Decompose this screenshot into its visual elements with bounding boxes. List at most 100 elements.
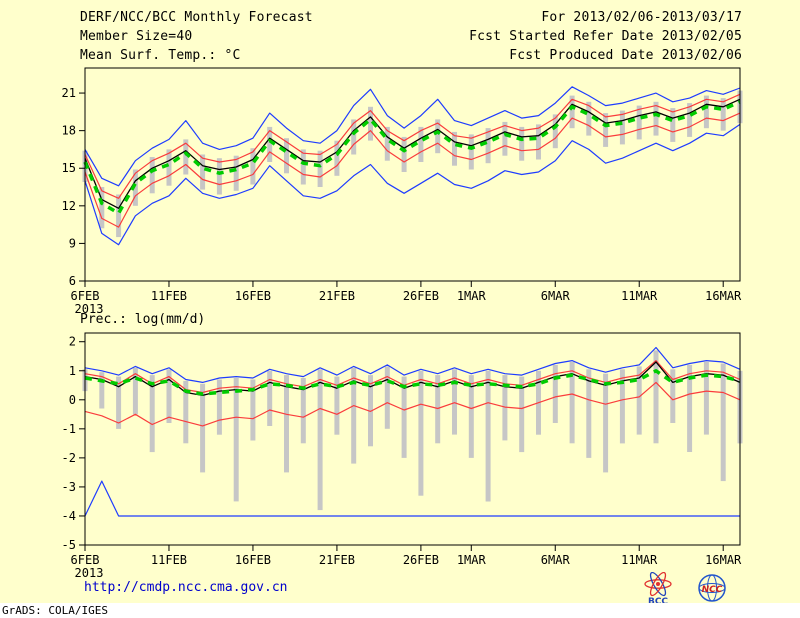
y-tick-label: -5 <box>62 538 76 552</box>
series-minus-sigma <box>84 381 741 427</box>
x-tick-label: 16MAR <box>705 289 742 303</box>
grads-attribution: GrADS: COLA/IGES <box>2 604 108 617</box>
series-plus-sigma <box>84 360 741 394</box>
y-tick-label: 6 <box>69 274 76 288</box>
y-tick-label: -4 <box>62 509 76 523</box>
spread-bar <box>250 379 256 441</box>
member-size-label: Member Size=40 <box>80 29 193 44</box>
x-tick-label: 11MAR <box>621 553 658 567</box>
bcc-nucleus-icon <box>656 582 660 586</box>
spread-bar <box>452 131 457 166</box>
bcc-orbit-icon <box>649 572 667 597</box>
x-tick-label: 16MAR <box>705 553 742 567</box>
spread-bar <box>368 106 373 141</box>
x-tick-label: 6FEB <box>71 289 100 303</box>
spread-bar <box>384 366 390 429</box>
bcc-logo: BCC <box>644 572 672 606</box>
ncc-globe-icon <box>707 574 717 602</box>
refer-date-label: Fcst Started Refer Date 2013/02/05 <box>469 29 742 44</box>
header-right: For 2013/02/06-2013/03/17 Fcst Started R… <box>469 8 742 65</box>
spread-bar <box>334 376 340 435</box>
bcc-orbit-icon <box>649 572 667 597</box>
spread-bar <box>267 370 273 426</box>
spread-bar <box>183 139 189 175</box>
spread-bar <box>435 119 441 154</box>
y-tick-label: 21 <box>62 86 76 100</box>
spread-bar <box>552 114 558 149</box>
spread-bar <box>636 366 642 435</box>
website-url[interactable]: http://cmdp.ncc.cma.gov.cn <box>84 580 288 595</box>
spread-bar <box>720 98 726 131</box>
ncc-logo-label: NCC <box>702 585 723 595</box>
spread-bar <box>619 369 625 444</box>
spread-bar <box>132 367 138 415</box>
series-ensemble-mean <box>84 98 741 209</box>
spread-bar <box>233 155 239 191</box>
x-tick-label: 11FEB <box>151 289 187 303</box>
spread-bar <box>653 350 659 444</box>
spread-bar <box>720 363 726 482</box>
spread-bar <box>569 95 575 129</box>
spread-bar <box>300 378 306 444</box>
spread-bar <box>636 105 642 140</box>
spread-bar <box>401 376 407 458</box>
spread-bar <box>586 101 592 136</box>
spread-bar <box>116 376 122 429</box>
spread-bar <box>536 124 541 160</box>
temp-frame <box>84 67 741 282</box>
spread-bar <box>216 158 222 195</box>
spread-bar <box>317 369 323 511</box>
x-tick-label: 11MAR <box>621 289 658 303</box>
series-ensemble-min <box>84 480 740 517</box>
spread-bar <box>418 370 424 496</box>
x-tick-label: 11FEB <box>151 553 187 567</box>
x-tick-label: 6MAR <box>541 553 571 567</box>
spread-bar <box>586 369 592 458</box>
x-tick-label: 26FEB <box>403 289 439 303</box>
spread-bar <box>183 380 189 444</box>
y-tick-label: 9 <box>69 236 76 250</box>
spread-bar <box>502 375 508 441</box>
spread-bar <box>418 126 424 162</box>
spread-bar <box>687 364 693 452</box>
spread-bar <box>132 169 138 206</box>
spread-bar <box>468 134 474 170</box>
x-tick-label: 21FEB <box>319 289 355 303</box>
spread-bar <box>670 108 676 142</box>
spread-bar <box>351 367 357 464</box>
y-tick-label: -2 <box>62 451 76 465</box>
series-ensemble-max <box>84 86 741 187</box>
spread-bar <box>334 140 340 176</box>
spread-bar <box>200 154 206 190</box>
y-tick-label: 15 <box>62 161 76 175</box>
ncc-logo: NCC <box>698 574 726 602</box>
precip-frame <box>84 332 741 546</box>
spread-bar <box>703 362 709 435</box>
panel1-variable-label: Mean Surf. Temp.: °C <box>80 48 241 63</box>
x-tick-label: 1MAR <box>457 553 487 567</box>
spread-bar <box>401 136 407 172</box>
series-ensemble-min <box>84 123 741 246</box>
series-ensemble-median <box>83 100 741 216</box>
spread-bar <box>384 126 390 161</box>
x-tick-label: 1MAR <box>457 289 487 303</box>
series-ensemble-max <box>84 346 741 383</box>
spread-bar <box>619 110 625 145</box>
spread-bar <box>452 369 457 435</box>
spread-bar <box>351 119 357 155</box>
spread-bar <box>99 372 105 409</box>
x-year-label: 2013 <box>75 302 104 316</box>
spread-bar <box>569 362 575 444</box>
spread-bar <box>233 378 239 502</box>
x-tick-label: 16FEB <box>235 289 271 303</box>
series-ensemble-median <box>84 369 741 396</box>
spread-bar <box>435 375 441 444</box>
spread-bar <box>317 150 323 187</box>
x-tick-label: 6MAR <box>541 289 571 303</box>
ncc-globe-icon <box>698 583 726 593</box>
bcc-logo-label: BCC <box>648 597 668 606</box>
footer-logos: BCC NCC <box>644 572 726 606</box>
y-tick-label: -1 <box>62 422 76 436</box>
